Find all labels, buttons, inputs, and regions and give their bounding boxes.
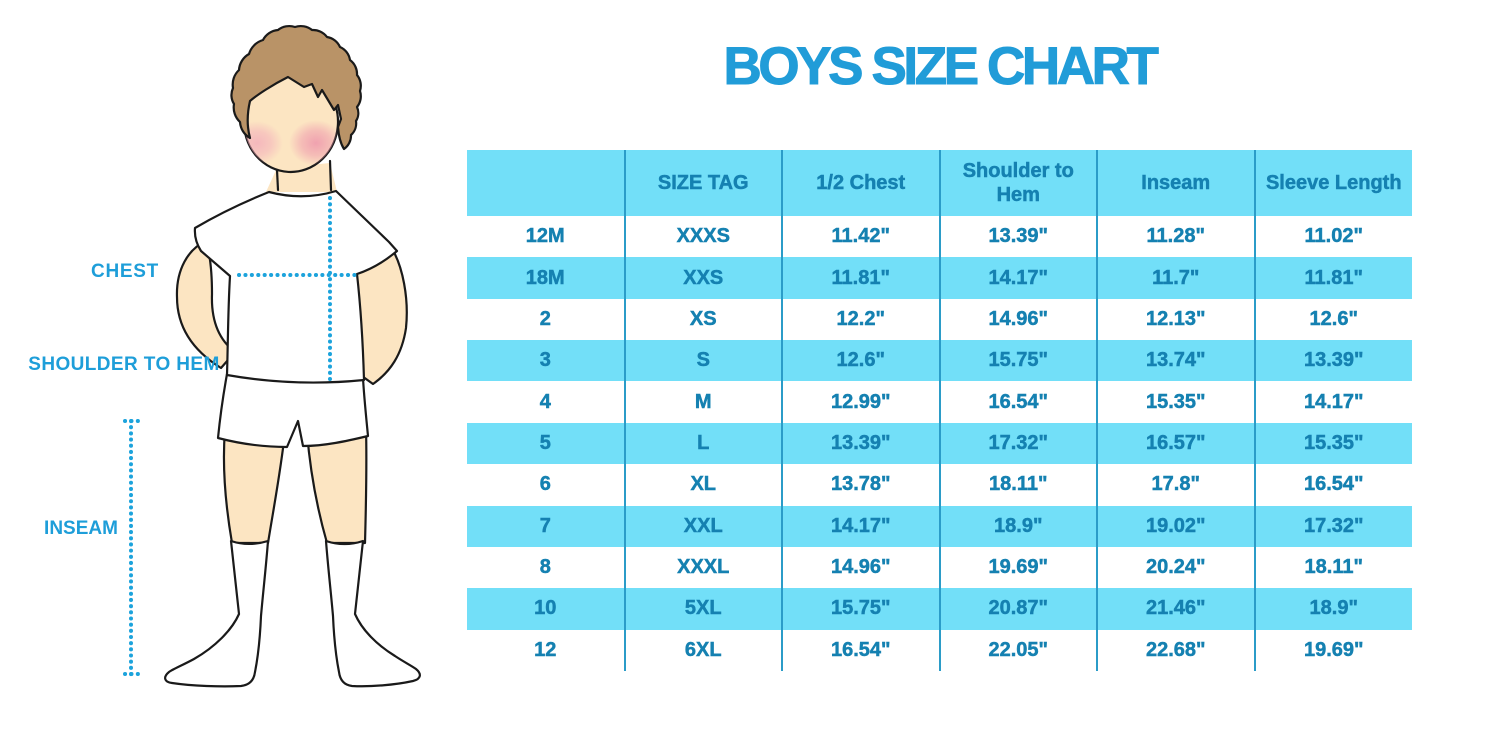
svg-text:INSEAM: INSEAM (44, 518, 118, 539)
svg-text:CHEST: CHEST (91, 261, 159, 282)
svg-text:SHOULDER TO HEM: SHOULDER TO HEM (28, 354, 219, 375)
